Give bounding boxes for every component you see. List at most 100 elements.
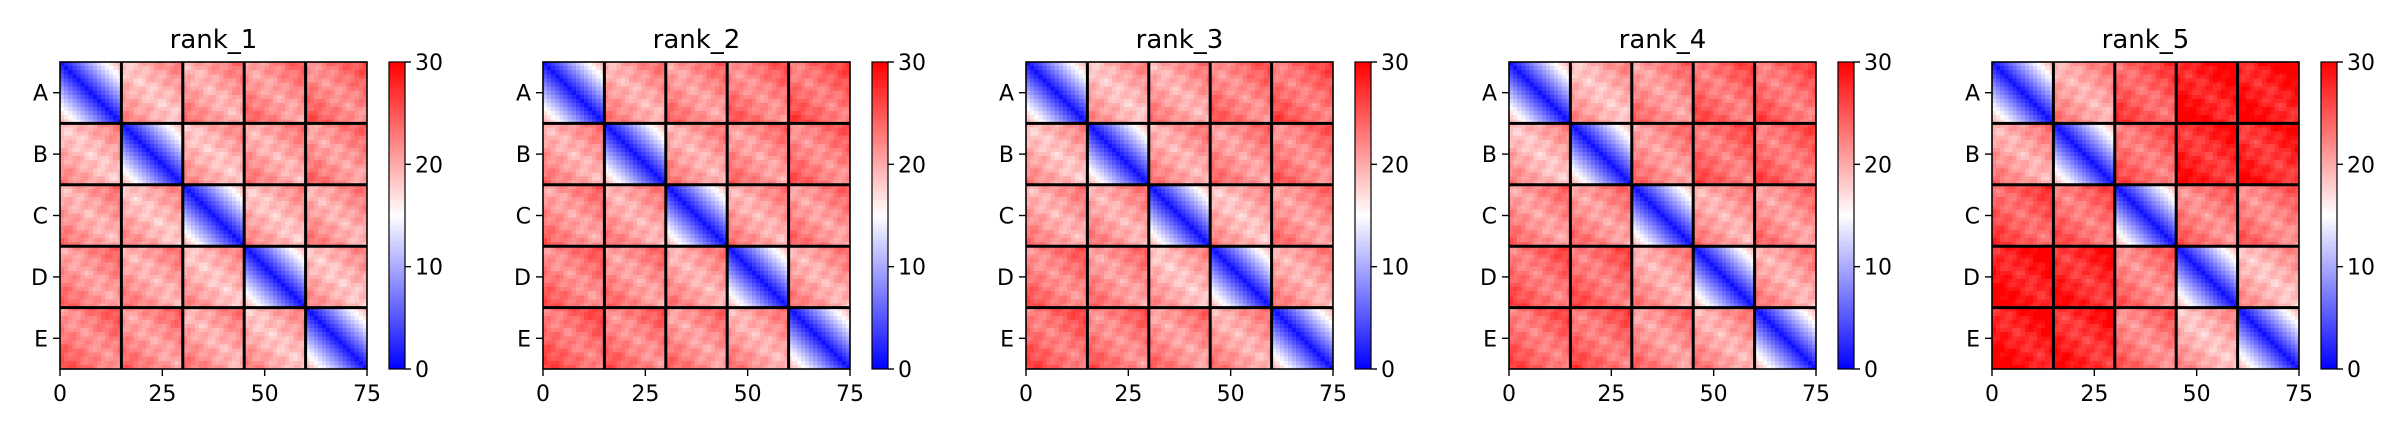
heatmap-cell (216, 197, 220, 201)
heatmap-cell (269, 193, 273, 197)
heatmap-cell (76, 201, 80, 205)
heatmap-cell (228, 132, 232, 136)
heatmap-cell (220, 250, 224, 254)
heatmap-cell (162, 250, 166, 254)
heatmap-cell (347, 209, 351, 213)
heatmap-cell (89, 222, 93, 226)
heatmap-cell (138, 144, 142, 148)
heatmap-cell (211, 258, 215, 262)
heatmap-cell (199, 140, 203, 144)
heatmap-cell (220, 115, 224, 119)
heatmap-cell (330, 193, 334, 197)
heatmap-cell (138, 152, 142, 156)
heatmap-cell (207, 82, 211, 86)
heatmap-cell (359, 70, 363, 74)
heatmap-cell (80, 95, 84, 99)
heatmap-cell (191, 238, 195, 242)
heatmap-cell (359, 209, 363, 213)
heatmap-cell (171, 205, 175, 209)
heatmap-cell (72, 78, 76, 82)
heatmap-cell (318, 74, 322, 78)
heatmap-cell (93, 66, 97, 70)
heatmap-cell (248, 254, 252, 258)
heatmap-cell (281, 160, 285, 164)
heatmap-cell (158, 201, 162, 205)
heatmap-cell (113, 238, 117, 242)
heatmap-cell (273, 70, 277, 74)
heatmap-cell (289, 226, 293, 230)
heatmap-cell (236, 99, 240, 103)
heatmap-cell (134, 144, 138, 148)
heatmap-cell (338, 66, 342, 70)
heatmap-cell (154, 152, 158, 156)
heatmap-cell (359, 78, 363, 82)
heatmap-cell (281, 74, 285, 78)
heatmap-cell (113, 250, 117, 254)
heatmap-cell (125, 78, 129, 82)
heatmap-cell (162, 160, 166, 164)
heatmap-cell (68, 156, 72, 160)
heatmap-cell (285, 168, 289, 172)
heatmap-cell (228, 177, 232, 181)
heatmap-cell (166, 218, 170, 222)
heatmap-cell (310, 160, 314, 164)
heatmap-cell (146, 213, 150, 217)
heatmap-cell (277, 234, 281, 238)
heatmap-cell (187, 193, 191, 197)
heatmap-cell (359, 168, 363, 172)
heatmap-cell (326, 197, 330, 201)
heatmap-cell (281, 140, 285, 144)
heatmap-cell (64, 152, 68, 156)
heatmap-cell (113, 222, 117, 226)
heatmap-cell (109, 267, 113, 271)
heatmap-cell (224, 213, 228, 217)
heatmap-cell (154, 160, 158, 164)
heatmap-cell (330, 222, 334, 226)
heatmap-cell (273, 91, 277, 95)
heatmap-cell (154, 127, 158, 131)
heatmap-cell (224, 254, 228, 258)
heatmap-cell (277, 173, 281, 177)
heatmap-cell (297, 209, 301, 213)
heatmap-cell (158, 78, 162, 82)
heatmap-cell (338, 189, 342, 193)
heatmap-cell (64, 213, 68, 217)
heatmap-cell (293, 258, 297, 262)
heatmap-cell (289, 209, 293, 213)
heatmap-cell (166, 197, 170, 201)
heatmap-cell (113, 177, 117, 181)
heatmap-cell (134, 209, 138, 213)
heatmap-cell (355, 127, 359, 131)
heatmap-cell (330, 136, 334, 140)
heatmap-cell (130, 205, 134, 209)
heatmap-cell (318, 209, 322, 213)
heatmap-cell (150, 205, 154, 209)
heatmap-cell (273, 148, 277, 152)
heatmap-cell (97, 156, 101, 160)
heatmap-cell (175, 115, 179, 119)
heatmap-cell (293, 226, 297, 230)
heatmap-cell (76, 127, 80, 131)
heatmap-cell (273, 136, 277, 140)
heatmap-cell (105, 201, 109, 205)
heatmap-cell (326, 148, 330, 152)
heatmap-cell (166, 136, 170, 140)
heatmap-cell (97, 173, 101, 177)
heatmap-cell (310, 193, 314, 197)
heatmap-cell (175, 164, 179, 168)
heatmap-cell (154, 254, 158, 258)
heatmap-cell (216, 132, 220, 136)
heatmap-cell (359, 226, 363, 230)
heatmap-cell (166, 254, 170, 258)
heatmap-cell (134, 91, 138, 95)
heatmap-cell (338, 87, 342, 91)
heatmap-cell (318, 152, 322, 156)
heatmap-cell (187, 250, 191, 254)
heatmap-cell (158, 230, 162, 234)
heatmap-cell (236, 152, 240, 156)
heatmap-cell (285, 115, 289, 119)
heatmap-cell (203, 160, 207, 164)
heatmap-cell (195, 103, 199, 107)
heatmap-cell (166, 152, 170, 156)
heatmap-cell (277, 213, 281, 217)
